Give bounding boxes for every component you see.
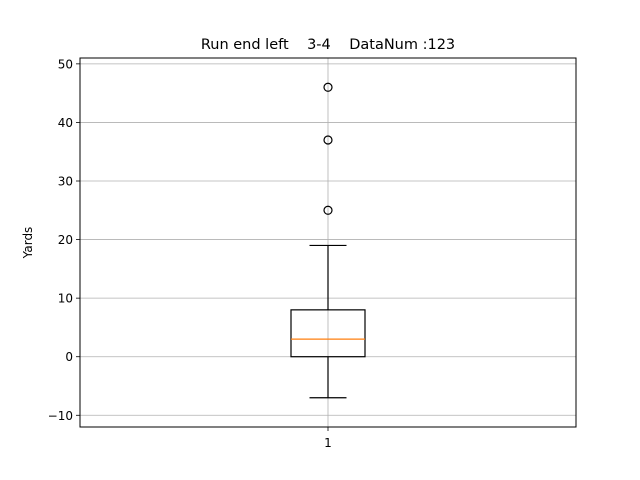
y-tick-label: −10 (48, 409, 73, 423)
iqr-box (290, 309, 366, 358)
y-tick-label: 0 (65, 350, 73, 364)
box-group (290, 82, 366, 399)
axis-ticks: −10 0 10 20 30 40 50 1 (48, 57, 332, 450)
y-tick-label: 30 (58, 175, 73, 189)
outlier-point (323, 205, 333, 215)
y-axis-label: Yards (21, 227, 35, 260)
chart-title: Run end left 3-4 DataNum :123 (201, 37, 455, 53)
y-tick-label: 20 (58, 233, 73, 247)
y-tick-label: 40 (58, 116, 73, 130)
y-tick-label: 50 (58, 57, 73, 71)
outlier-point (323, 135, 333, 145)
y-tick-label: 10 (58, 292, 73, 306)
outlier-point (323, 82, 333, 92)
x-tick-label: 1 (324, 436, 332, 450)
